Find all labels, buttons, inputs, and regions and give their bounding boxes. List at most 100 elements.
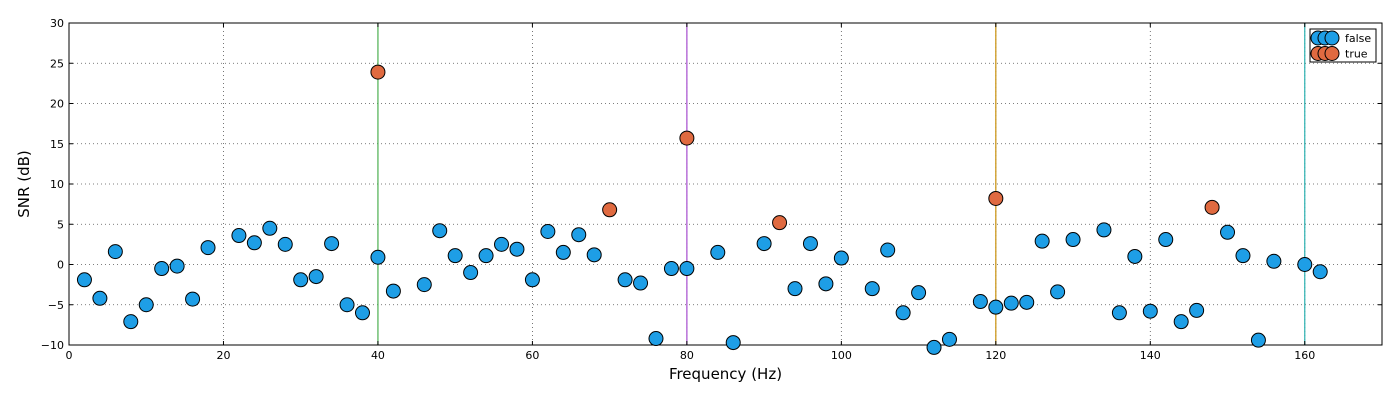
legend-marker-true bbox=[1324, 46, 1340, 61]
data-point-false bbox=[1019, 294, 1035, 310]
data-point-false bbox=[308, 269, 324, 285]
data-point-false bbox=[1111, 305, 1127, 321]
data-point-false bbox=[1158, 232, 1174, 248]
data-point-false bbox=[663, 261, 679, 277]
data-point-false bbox=[1189, 302, 1205, 318]
data-point-true bbox=[988, 190, 1004, 206]
x-tick-label: 60 bbox=[525, 349, 539, 362]
data-point-false bbox=[1065, 232, 1081, 248]
data-point-false bbox=[818, 276, 834, 292]
data-point-false bbox=[941, 331, 957, 347]
data-point-false bbox=[231, 228, 247, 244]
data-point-false bbox=[926, 339, 942, 355]
data-point-false bbox=[339, 297, 355, 313]
data-point-false bbox=[200, 240, 216, 256]
data-point-false bbox=[169, 258, 185, 274]
data-point-true bbox=[370, 64, 386, 80]
legend: false true bbox=[1309, 28, 1377, 63]
data-point-false bbox=[1235, 248, 1251, 264]
x-tick-label: 80 bbox=[680, 349, 694, 362]
data-point-false bbox=[92, 290, 108, 306]
data-point-false bbox=[385, 283, 401, 299]
legend-marker-false bbox=[1324, 30, 1340, 46]
y-axis-title: SNR (dB) bbox=[15, 150, 33, 217]
data-point-false bbox=[586, 247, 602, 263]
data-point-false bbox=[571, 227, 587, 243]
x-tick-label: 120 bbox=[985, 349, 1006, 362]
data-point-false bbox=[123, 314, 139, 330]
data-point-false bbox=[509, 241, 525, 257]
data-point-false bbox=[138, 297, 154, 313]
data-point-false bbox=[246, 235, 262, 251]
y-tick-label: 0 bbox=[57, 259, 64, 272]
y-tick-label: 15 bbox=[50, 138, 64, 151]
x-tick-label: 20 bbox=[216, 349, 230, 362]
grid-layer bbox=[69, 23, 1382, 345]
ticks-layer: 0 20 40 60 80 100 120 140 160 −10 −5 0 5 10 15 20 25 30 bbox=[41, 17, 1382, 362]
y-tick-label: −5 bbox=[48, 299, 64, 312]
data-point-false bbox=[370, 249, 386, 265]
data-point-false bbox=[710, 244, 726, 260]
data-point-false bbox=[1127, 248, 1143, 264]
data-point-false bbox=[1096, 222, 1112, 238]
data-point-false bbox=[679, 261, 695, 277]
data-point-false bbox=[972, 294, 988, 310]
data-point-false bbox=[725, 335, 741, 351]
data-point-false bbox=[1142, 303, 1158, 319]
legend-label-true: true bbox=[1345, 48, 1368, 61]
y-tick-label: −10 bbox=[41, 339, 64, 352]
data-point-false bbox=[880, 242, 896, 258]
data-point-false bbox=[447, 248, 463, 264]
data-point-false bbox=[1250, 332, 1266, 348]
data-point-false bbox=[463, 265, 479, 281]
data-point-false bbox=[555, 244, 571, 260]
data-point-false bbox=[1050, 284, 1066, 300]
data-point-false bbox=[756, 236, 772, 252]
data-point-false bbox=[478, 248, 494, 264]
data-point-false bbox=[154, 261, 170, 277]
data-point-true bbox=[602, 202, 618, 218]
data-point-false bbox=[416, 277, 432, 293]
data-point-false bbox=[833, 250, 849, 266]
data-point-false bbox=[1003, 295, 1019, 311]
data-point-false bbox=[540, 223, 556, 239]
data-point-true bbox=[772, 215, 788, 231]
data-point-true bbox=[679, 130, 695, 146]
data-point-false bbox=[633, 275, 649, 291]
y-tick-label: 30 bbox=[50, 17, 64, 30]
data-point-false bbox=[76, 272, 92, 288]
data-point-false bbox=[293, 272, 309, 288]
data-point-false bbox=[911, 285, 927, 301]
data-point-false bbox=[1266, 253, 1282, 269]
y-tick-label: 10 bbox=[50, 178, 64, 191]
data-point-false bbox=[864, 281, 880, 297]
data-point-false bbox=[494, 236, 510, 252]
data-point-false bbox=[1297, 257, 1313, 272]
data-point-false bbox=[648, 331, 664, 347]
data-point-false bbox=[787, 281, 803, 297]
x-tick-label: 40 bbox=[371, 349, 385, 362]
data-point-false bbox=[262, 220, 278, 236]
data-point-false bbox=[988, 299, 1004, 315]
legend-label-false: false bbox=[1345, 32, 1371, 45]
data-point-false bbox=[354, 305, 370, 321]
points-layer bbox=[76, 64, 1328, 355]
data-point-false bbox=[1173, 314, 1189, 330]
data-point-true bbox=[1204, 199, 1220, 215]
data-point-false bbox=[107, 244, 123, 260]
data-point-false bbox=[277, 236, 293, 252]
data-point-false bbox=[324, 236, 340, 252]
y-tick-label: 20 bbox=[50, 98, 64, 111]
data-point-false bbox=[1220, 224, 1236, 240]
data-point-false bbox=[1034, 233, 1050, 249]
data-point-false bbox=[524, 272, 540, 288]
data-point-false bbox=[802, 236, 818, 252]
x-axis-title: Frequency (Hz) bbox=[669, 365, 782, 383]
x-tick-label: 100 bbox=[831, 349, 852, 362]
data-point-false bbox=[185, 291, 201, 307]
y-tick-label: 5 bbox=[57, 218, 64, 231]
data-point-false bbox=[895, 305, 911, 321]
x-tick-label: 0 bbox=[66, 349, 73, 362]
x-tick-label: 160 bbox=[1294, 349, 1315, 362]
